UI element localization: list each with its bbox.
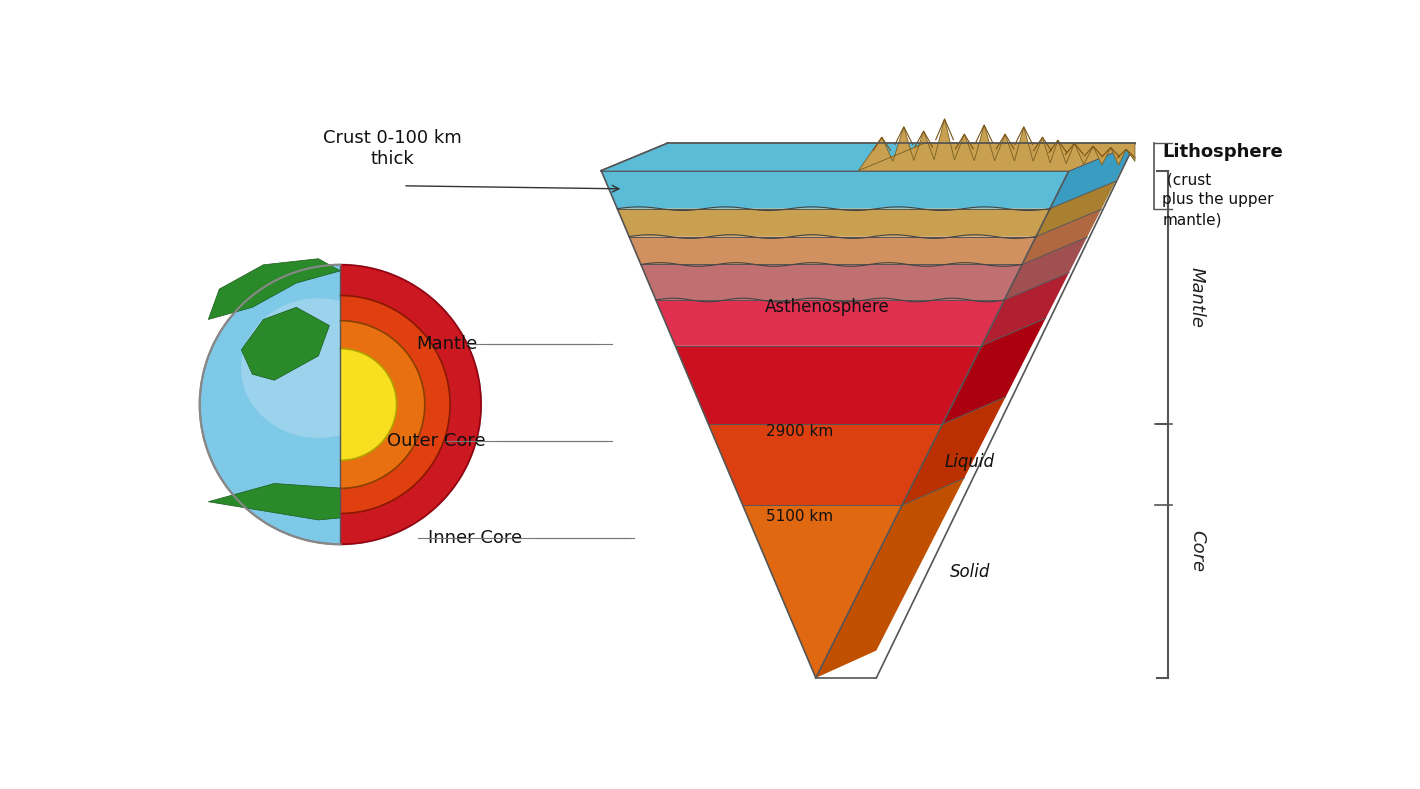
Text: 2900 km: 2900 km — [765, 424, 834, 439]
Polygon shape — [341, 296, 450, 514]
Text: Inner Core: Inner Core — [427, 529, 521, 548]
Polygon shape — [859, 144, 1135, 170]
Text: Core: Core — [1187, 530, 1206, 572]
Polygon shape — [601, 144, 1135, 170]
Text: Liquid: Liquid — [944, 453, 995, 471]
Polygon shape — [743, 506, 902, 678]
Polygon shape — [815, 478, 964, 678]
Polygon shape — [676, 346, 981, 424]
Polygon shape — [629, 237, 1037, 264]
Text: Lithosphere: Lithosphere — [1163, 144, 1284, 161]
Polygon shape — [601, 144, 924, 170]
Text: Outer Core: Outer Core — [386, 432, 486, 450]
Polygon shape — [1022, 209, 1102, 264]
Ellipse shape — [241, 298, 396, 438]
Text: Crust 0-100 km
thick: Crust 0-100 km thick — [322, 129, 462, 167]
Polygon shape — [341, 265, 481, 544]
Circle shape — [200, 265, 481, 544]
Polygon shape — [640, 264, 1022, 300]
Polygon shape — [859, 119, 1135, 170]
Text: Mantle: Mantle — [1187, 267, 1206, 328]
Polygon shape — [209, 259, 341, 320]
Polygon shape — [341, 320, 425, 488]
Text: 5100 km: 5100 km — [765, 510, 834, 525]
Polygon shape — [601, 170, 1069, 208]
Text: Solid: Solid — [950, 563, 990, 581]
Text: Mantle: Mantle — [416, 335, 477, 353]
Polygon shape — [341, 349, 396, 461]
Polygon shape — [1049, 144, 1135, 208]
Polygon shape — [209, 484, 385, 520]
Polygon shape — [1004, 237, 1088, 300]
Polygon shape — [1037, 181, 1116, 237]
Polygon shape — [943, 318, 1045, 424]
Polygon shape — [241, 308, 329, 380]
Text: Asthenosphere: Asthenosphere — [764, 298, 889, 316]
Polygon shape — [709, 424, 943, 506]
Polygon shape — [902, 397, 1005, 506]
Polygon shape — [981, 273, 1069, 346]
Text: (crust
plus the upper
mantle): (crust plus the upper mantle) — [1163, 173, 1274, 227]
Polygon shape — [618, 208, 1049, 237]
Polygon shape — [656, 300, 1004, 346]
